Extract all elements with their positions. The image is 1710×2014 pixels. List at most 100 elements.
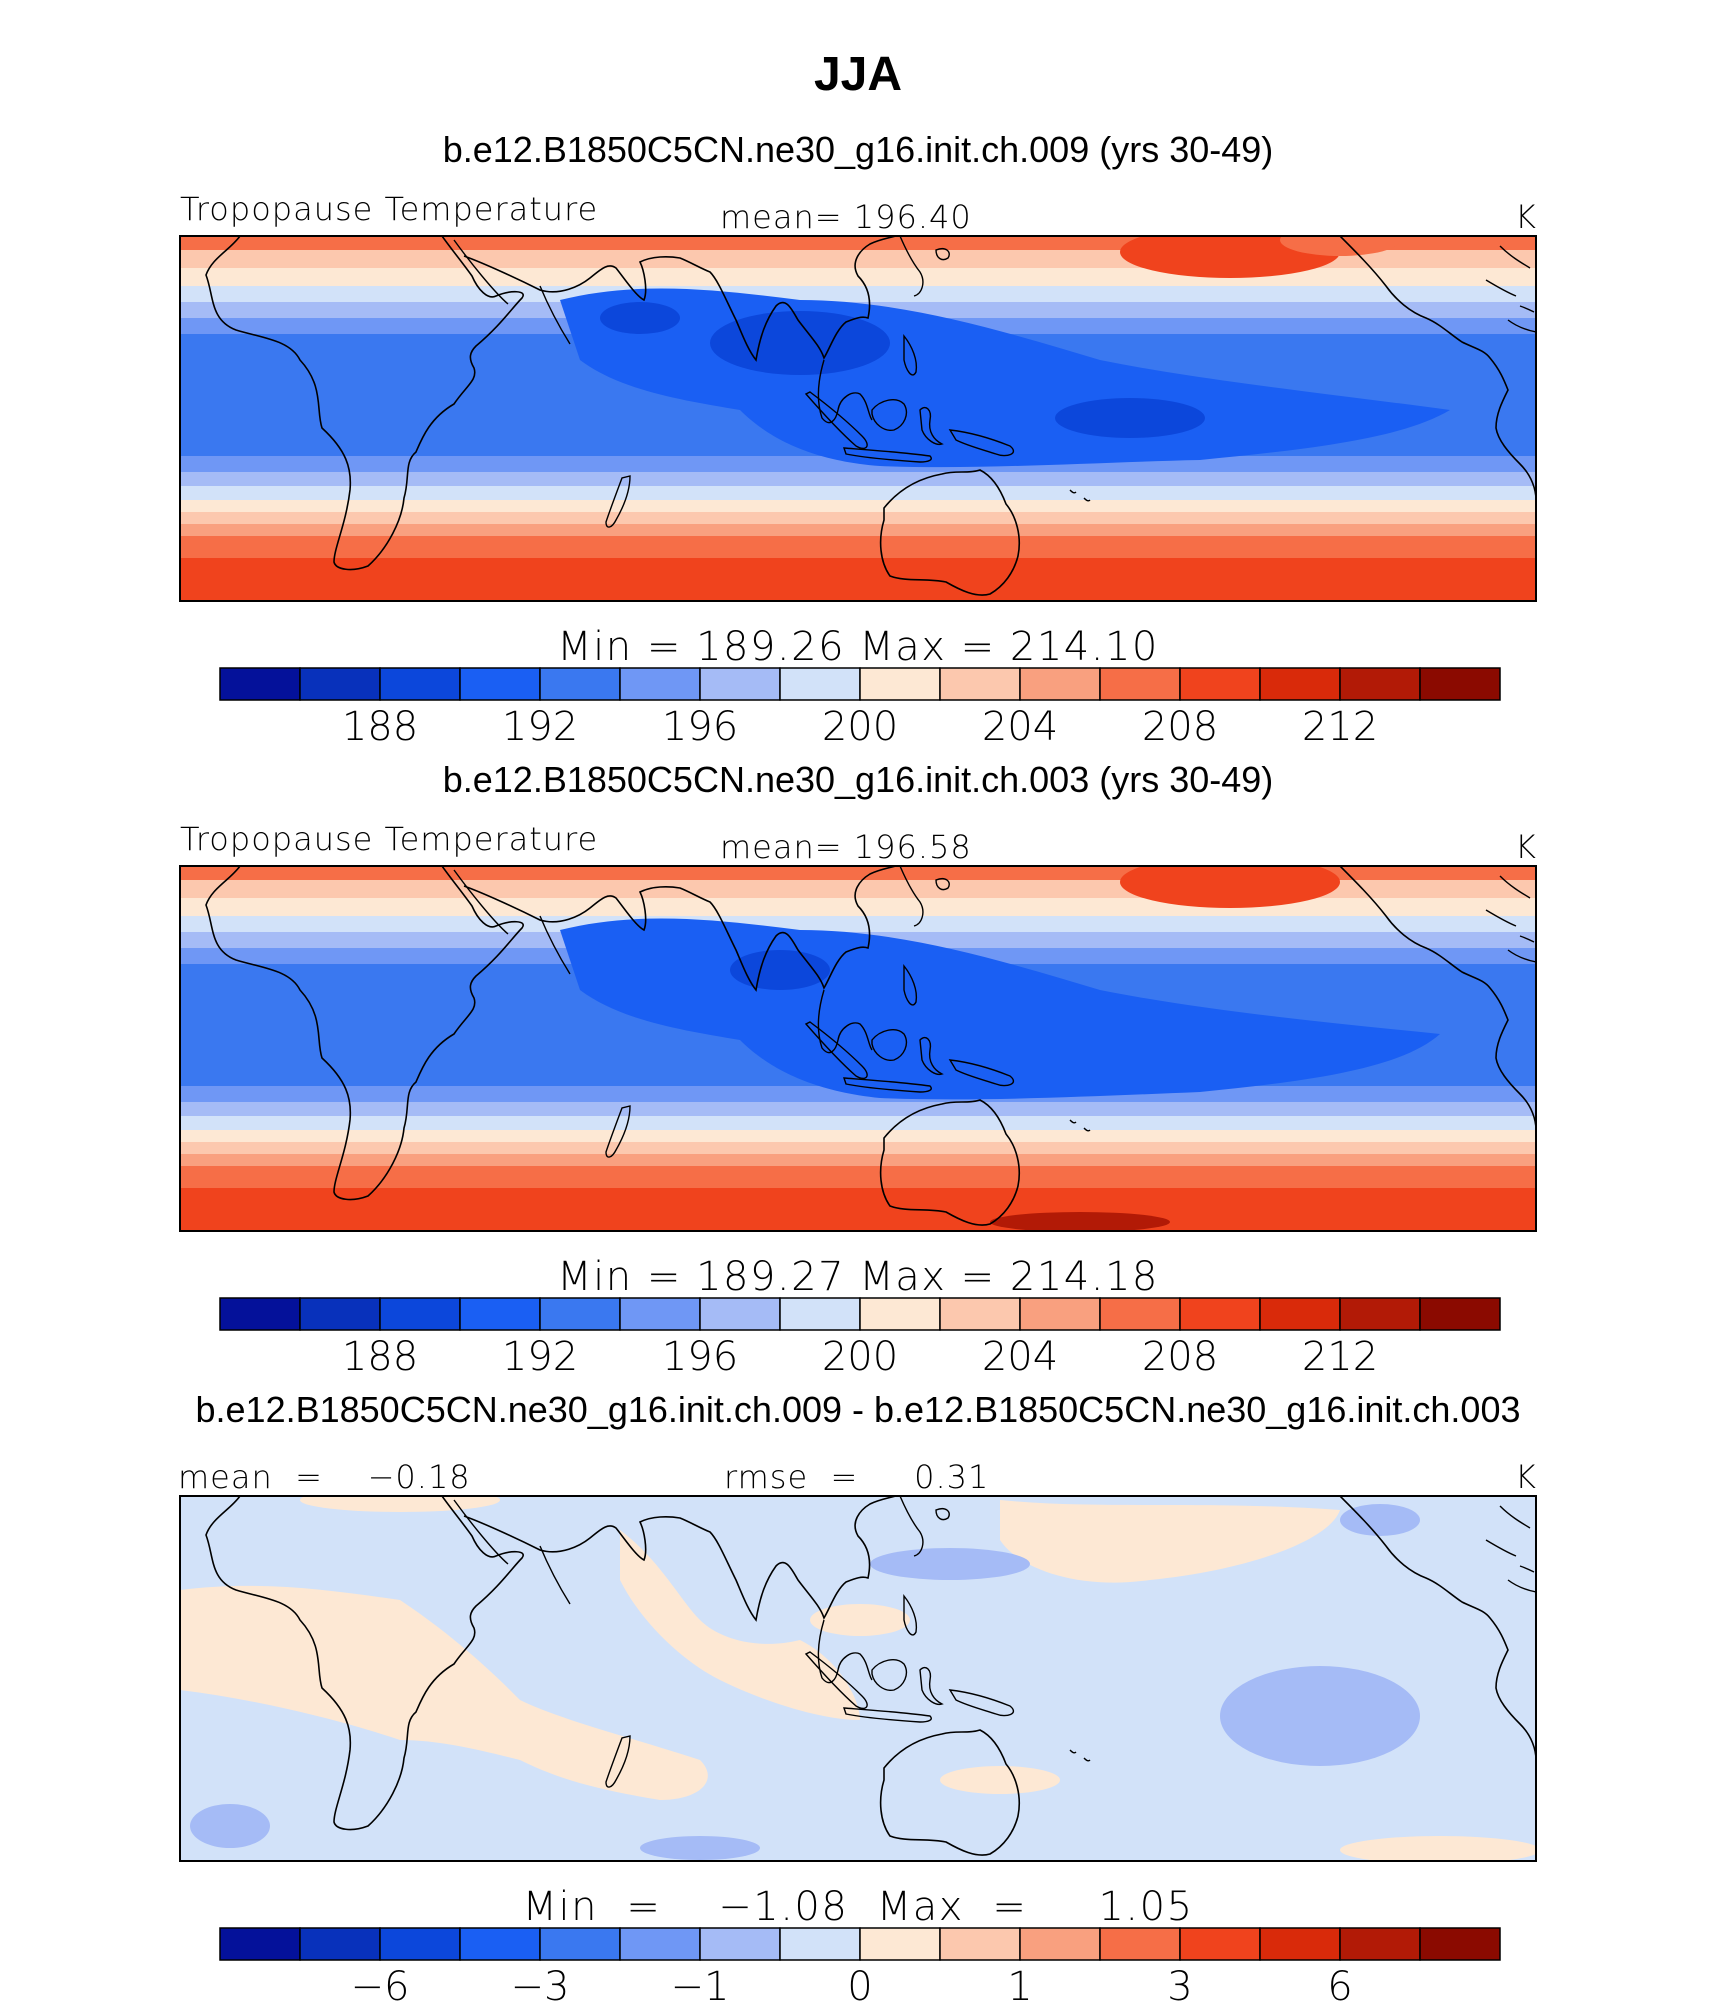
panel-1-variable-label: Tropopause Temperature bbox=[180, 190, 598, 228]
colorbar-cell bbox=[1019, 667, 1101, 701]
colorbar-tick-label: 188 bbox=[342, 704, 418, 750]
panel-2-variable-label: Tropopause Temperature bbox=[180, 820, 598, 858]
panel-2-minmax: Min = 189.27 Max = 214.18 bbox=[557, 1254, 1159, 1300]
panel-1-warm-blob-edge bbox=[1280, 236, 1400, 256]
panel-3-map bbox=[180, 1496, 1536, 1861]
colorbar-cell bbox=[1259, 1927, 1341, 1961]
colorbar-cell bbox=[219, 1927, 301, 1961]
panel-1-band-13 bbox=[180, 536, 1536, 562]
colorbar-tick-label: 204 bbox=[982, 1334, 1058, 1380]
panel-1-case-title: b.e12.B1850C5CN.ne30_g16.init.ch.009 (yr… bbox=[443, 129, 1274, 170]
colorbar-cell bbox=[859, 1297, 941, 1331]
panel-1-colorbar: 188 192 196 200 204 208 212 bbox=[219, 667, 1501, 750]
panel-3-negative-area-4 bbox=[1340, 1504, 1420, 1536]
colorbar-tick-label: −3 bbox=[511, 1964, 570, 2010]
colorbar-cell bbox=[699, 667, 781, 701]
panel-3-mean-label: mean = −0.18 bbox=[178, 1458, 471, 1496]
colorbar-cell bbox=[539, 1297, 621, 1331]
colorbar-cell bbox=[779, 1297, 861, 1331]
panel-1-band-9 bbox=[180, 486, 1536, 504]
panel-1-warm-blob bbox=[1120, 236, 1340, 278]
panel-1-core-3 bbox=[600, 302, 680, 334]
colorbar-cell bbox=[459, 1297, 541, 1331]
colorbar-cell bbox=[1339, 667, 1421, 701]
colorbar-cell bbox=[539, 667, 621, 701]
panel-2-band-13 bbox=[180, 1166, 1536, 1192]
panel-1-band-7 bbox=[180, 456, 1536, 476]
colorbar-tick-label: 192 bbox=[502, 1334, 578, 1380]
panel-3-minmax: Min = −1.08 Max = 1.05 bbox=[522, 1884, 1193, 1930]
panel-2-band-8 bbox=[180, 1102, 1536, 1120]
colorbar-tick-label: 212 bbox=[1302, 704, 1378, 750]
colorbar-tick-label: 3 bbox=[1167, 1964, 1192, 2010]
colorbar-tick-label: 200 bbox=[822, 1334, 898, 1380]
colorbar-cell bbox=[1339, 1297, 1421, 1331]
colorbar-tick-label: 6 bbox=[1327, 1964, 1352, 2010]
panel-2-band-14 bbox=[180, 1188, 1536, 1231]
panel-1-mean-label: mean= 196.40 bbox=[720, 198, 972, 236]
colorbar-tick-label: 196 bbox=[662, 704, 738, 750]
panel-1-band-8 bbox=[180, 472, 1536, 490]
colorbar-cell bbox=[1339, 1927, 1421, 1961]
panel-3-frame bbox=[179, 1495, 1537, 1862]
panel-3-case-title: b.e12.B1850C5CN.ne30_g16.init.ch.009 - b… bbox=[196, 1389, 1521, 1430]
panel-3-positive-area-8 bbox=[1340, 1836, 1536, 1861]
colorbar-tick-label: 212 bbox=[1302, 1334, 1378, 1380]
colorbar-tick-label: 204 bbox=[982, 704, 1058, 750]
colorbar-cell bbox=[459, 667, 541, 701]
panel-1-minmax: Min = 189.26 Max = 214.10 bbox=[557, 624, 1159, 670]
colorbar-cell bbox=[219, 1297, 301, 1331]
colorbar-tick-label: 192 bbox=[502, 704, 578, 750]
colorbar-cell bbox=[619, 1297, 701, 1331]
panel-3-colorbar: −6 −3 −1 0 1 3 6 bbox=[219, 1927, 1501, 2010]
colorbar-cell bbox=[299, 1927, 381, 1961]
colorbar-tick-label: 196 bbox=[662, 1334, 738, 1380]
panel-2: b.e12.B1850C5CN.ne30_g16.init.ch.003 (yr… bbox=[179, 759, 1537, 1380]
colorbar-tick-label: 1 bbox=[1007, 1964, 1032, 2010]
panel-2-colorbar: 188 192 196 200 204 208 212 bbox=[219, 1297, 1501, 1380]
colorbar-cell bbox=[1019, 1927, 1101, 1961]
colorbar-cell bbox=[939, 1297, 1021, 1331]
colorbar-tick-label: −6 bbox=[351, 1964, 410, 2010]
colorbar-cell bbox=[779, 1927, 861, 1961]
colorbar-cell bbox=[859, 1927, 941, 1961]
colorbar-cell bbox=[1099, 1927, 1181, 1961]
colorbar-cell bbox=[1259, 1297, 1341, 1331]
colorbar-cell bbox=[939, 1927, 1021, 1961]
panel-2-hot-spot bbox=[990, 1212, 1170, 1231]
panel-3-positive-area-6 bbox=[810, 1604, 910, 1636]
colorbar-tick-label: 208 bbox=[1142, 704, 1218, 750]
colorbar-cell bbox=[379, 1927, 461, 1961]
panel-2-band-9 bbox=[180, 1116, 1536, 1134]
panel-3-positive-area-3 bbox=[1000, 1500, 1340, 1583]
colorbar-cell bbox=[1259, 667, 1341, 701]
colorbar-cell bbox=[619, 667, 701, 701]
panel-1-band-14 bbox=[180, 558, 1536, 601]
colorbar-cell bbox=[939, 667, 1021, 701]
colorbar-cell bbox=[299, 667, 381, 701]
colorbar-cell bbox=[1099, 667, 1181, 701]
colorbar-tick-label: 188 bbox=[342, 1334, 418, 1380]
colorbar-cell bbox=[219, 667, 301, 701]
panel-3-negative-area-5 bbox=[640, 1836, 760, 1860]
colorbar-cell bbox=[379, 667, 461, 701]
colorbar-cell bbox=[459, 1927, 541, 1961]
colorbar-cell bbox=[539, 1927, 621, 1961]
panel-3-rmse-label: rmse = 0.31 bbox=[724, 1458, 989, 1496]
colorbar-cell bbox=[1019, 1297, 1101, 1331]
panel-1-core-2 bbox=[1055, 398, 1205, 438]
colorbar-cell bbox=[1419, 1927, 1501, 1961]
panel-3-negative-area-1 bbox=[1220, 1666, 1420, 1766]
panel-3-positive-area-2 bbox=[620, 1530, 860, 1720]
colorbar-cell bbox=[379, 1297, 461, 1331]
colorbar-cell bbox=[1179, 1297, 1261, 1331]
panel-3-positive-area-7 bbox=[940, 1766, 1060, 1794]
colorbar-tick-label: 208 bbox=[1142, 1334, 1218, 1380]
colorbar-cell bbox=[699, 1297, 781, 1331]
panel-2-frame bbox=[179, 865, 1537, 1232]
panel-2-units-label: K bbox=[1515, 828, 1536, 866]
colorbar-cell bbox=[1419, 1297, 1501, 1331]
panel-2-case-title: b.e12.B1850C5CN.ne30_g16.init.ch.003 (yr… bbox=[443, 759, 1274, 800]
panel-1: b.e12.B1850C5CN.ne30_g16.init.ch.009 (yr… bbox=[179, 129, 1537, 750]
colorbar-cell bbox=[619, 1927, 701, 1961]
